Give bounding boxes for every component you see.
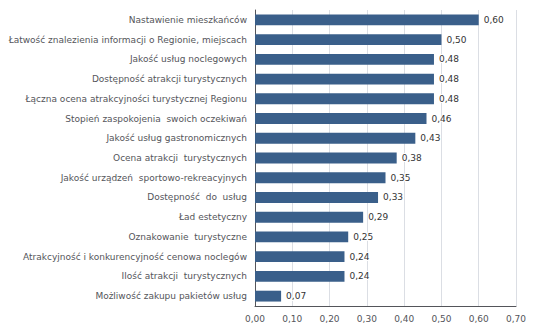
svg-text:0,46: 0,46 <box>432 114 452 124</box>
svg-text:0,48: 0,48 <box>439 74 459 84</box>
svg-text:0,43: 0,43 <box>420 133 440 143</box>
svg-text:0,48: 0,48 <box>439 94 459 104</box>
svg-text:0,33: 0,33 <box>383 192 403 202</box>
svg-text:0,50: 0,50 <box>446 35 466 45</box>
svg-text:0,20: 0,20 <box>320 314 340 324</box>
svg-text:0,35: 0,35 <box>391 173 411 183</box>
svg-text:0,70: 0,70 <box>506 314 526 324</box>
svg-text:0,50: 0,50 <box>431 314 451 324</box>
svg-text:Dostępność atrakcji turystyczn: Dostępność atrakcji turystycznych <box>92 74 247 84</box>
svg-text:Atrakcyjność i konkurencyjność: Atrakcyjność i konkurencyjność cenowa no… <box>23 252 247 262</box>
svg-text:0,60: 0,60 <box>469 314 489 324</box>
svg-text:Ład estetyczny: Ład estetyczny <box>178 212 248 222</box>
svg-text:0,48: 0,48 <box>439 54 459 64</box>
svg-text:0,25: 0,25 <box>353 232 373 242</box>
svg-text:0,38: 0,38 <box>402 153 422 163</box>
svg-text:0,60: 0,60 <box>484 15 504 25</box>
svg-text:Nastawienie mieszkańców: Nastawienie mieszkańców <box>129 15 247 25</box>
svg-text:0,10: 0,10 <box>282 314 302 324</box>
svg-text:0,24: 0,24 <box>349 271 369 281</box>
svg-text:Ilość atrakcji turystycznych: Ilość atrakcji turystycznych <box>122 271 247 281</box>
svg-text:Jakość urządzeń sportowo-rekr: Jakość urządzeń sportowo-rekreacyjnych <box>60 173 247 183</box>
svg-text:Ocena atrakcji turystycznych: Ocena atrakcji turystycznych <box>113 153 247 163</box>
svg-text:0,30: 0,30 <box>357 314 377 324</box>
svg-text:Możliwość zakupu pakietów usłu: Możliwość zakupu pakietów usług <box>95 291 247 301</box>
svg-text:0,40: 0,40 <box>394 314 414 324</box>
svg-text:Jakość usług gastronomicznych: Jakość usług gastronomicznych <box>105 133 247 143</box>
svg-text:0,07: 0,07 <box>286 291 306 301</box>
svg-text:Łatwość znalezienia informacji: Łatwość znalezienia informacji o Regioni… <box>8 35 247 45</box>
svg-text:Jakość usług noclegowych: Jakość usług noclegowych <box>129 54 247 64</box>
svg-text:0,00: 0,00 <box>245 314 265 324</box>
svg-text:Dostępność do usług: Dostępność do usług <box>147 192 247 202</box>
svg-text:Oznakowanie turystyczne: Oznakowanie turystyczne <box>129 232 248 242</box>
svg-text:0,29: 0,29 <box>368 212 388 222</box>
svg-text:Stopień zaspokojenia swoich o: Stopień zaspokojenia swoich oczekiwań <box>65 114 247 124</box>
svg-text:Łączna ocena atrakcyjności tur: Łączna ocena atrakcyjności turystycznej … <box>25 94 247 104</box>
svg-text:0,24: 0,24 <box>349 252 369 262</box>
